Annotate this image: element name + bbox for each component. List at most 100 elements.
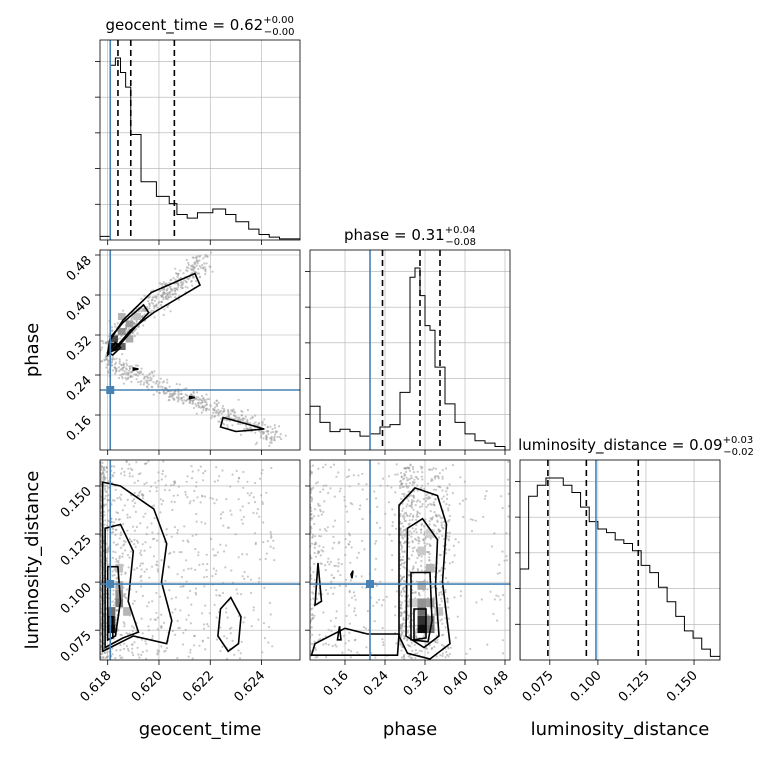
sample-point — [130, 494, 133, 497]
sample-point — [422, 589, 425, 592]
sample-point — [442, 633, 445, 637]
sample-point — [260, 494, 263, 497]
sample-point — [273, 424, 276, 427]
sample-point — [172, 484, 175, 487]
sample-point — [310, 516, 313, 520]
sample-point — [410, 474, 413, 477]
sample-point — [506, 478, 509, 481]
sample-point — [347, 639, 350, 642]
sample-point — [313, 508, 317, 511]
sample-point — [179, 269, 182, 272]
sample-point — [323, 528, 326, 531]
sample-point — [138, 656, 141, 659]
sample-point — [439, 553, 442, 557]
sample-point — [147, 601, 150, 604]
sample-point — [438, 603, 441, 607]
sample-point — [335, 645, 338, 648]
sample-point — [440, 497, 443, 500]
sample-point — [155, 490, 158, 493]
sample-point — [393, 513, 396, 516]
sample-point — [147, 379, 150, 382]
sample-point — [127, 372, 130, 375]
sample-point — [399, 528, 402, 531]
title-plus: +0.03 — [723, 435, 754, 446]
sample-point — [119, 531, 122, 534]
sample-point — [247, 502, 250, 505]
sample-point — [401, 502, 404, 505]
sample-point — [133, 491, 136, 495]
sample-point — [166, 298, 169, 301]
sample-point — [361, 539, 364, 543]
sample-point — [418, 537, 421, 540]
sample-point — [233, 417, 236, 420]
y-axis-label-luminosity_distance: luminosity_distance — [22, 471, 43, 650]
sample-point — [155, 295, 158, 299]
sample-point — [391, 568, 394, 571]
sample-point — [270, 438, 273, 441]
sample-point — [411, 480, 414, 484]
sample-point — [414, 475, 417, 478]
sample-point — [271, 427, 274, 431]
sample-point — [135, 590, 138, 593]
sample-point — [132, 505, 135, 508]
sample-point — [424, 518, 427, 521]
sample-point — [200, 401, 204, 404]
sample-point — [436, 520, 439, 524]
title-minus: −0.02 — [723, 447, 754, 458]
sample-point — [276, 435, 279, 439]
sample-point — [217, 401, 220, 404]
sample-point — [261, 469, 264, 472]
sample-point — [237, 649, 240, 652]
sample-point — [440, 574, 443, 577]
sample-point — [190, 465, 193, 468]
sample-point — [318, 593, 321, 596]
sample-point — [143, 313, 146, 316]
sample-point — [240, 414, 243, 417]
sample-point — [428, 520, 431, 523]
sample-point — [485, 490, 488, 493]
sample-point — [112, 541, 115, 544]
sample-point — [270, 535, 273, 538]
sample-point — [402, 514, 405, 517]
sample-point — [135, 320, 138, 323]
sample-point — [141, 308, 144, 311]
sample-point — [411, 580, 414, 583]
sample-point — [239, 419, 242, 422]
sample-point — [325, 529, 328, 533]
density-cell — [117, 313, 126, 320]
sample-point — [139, 472, 142, 475]
sample-point — [235, 588, 238, 591]
sample-point — [193, 644, 196, 647]
sample-point — [142, 383, 145, 386]
sample-point — [272, 430, 275, 434]
sample-point — [110, 330, 113, 333]
sample-point — [176, 531, 179, 535]
sample-point — [125, 460, 128, 463]
sample-point — [147, 625, 150, 628]
sample-point — [155, 563, 158, 566]
sample-point — [172, 293, 175, 296]
sample-point — [379, 580, 382, 584]
sample-point — [406, 503, 409, 506]
x-tick-label: 0.125 — [616, 668, 653, 705]
sample-point — [469, 518, 472, 521]
sample-point — [139, 380, 142, 384]
sample-point — [105, 366, 108, 369]
sample-point — [120, 472, 123, 475]
sample-point — [127, 467, 130, 470]
sample-point — [215, 399, 218, 402]
sample-point — [100, 560, 103, 564]
sample-point — [448, 518, 451, 522]
sample-point — [215, 466, 218, 469]
sample-point — [125, 588, 128, 591]
title-main: luminosity_distance = 0.09 — [518, 436, 722, 455]
density-cell — [417, 581, 426, 590]
sample-point — [170, 500, 173, 503]
sample-point — [114, 370, 117, 373]
sample-point — [180, 575, 183, 579]
sample-point — [412, 495, 415, 498]
sample-point — [168, 392, 171, 395]
sample-point — [113, 568, 116, 571]
sample-point — [121, 509, 124, 512]
